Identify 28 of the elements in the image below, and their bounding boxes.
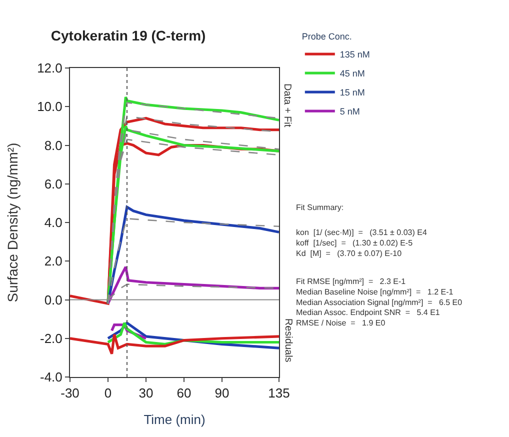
y-axis-title: Surface Density (ng/mm²) bbox=[4, 142, 21, 302]
x-tick-label: 60 bbox=[176, 386, 192, 401]
x-tick-label: 90 bbox=[214, 386, 230, 401]
legend-title: Probe Conc. bbox=[302, 32, 352, 42]
y-tick-label: -4.0 bbox=[40, 370, 62, 385]
x-tick-label: 30 bbox=[138, 386, 154, 401]
text: Data + Fit bbox=[282, 84, 293, 128]
text: Residuals bbox=[282, 318, 294, 362]
x-tick-label: 135 bbox=[268, 386, 290, 401]
legend-label: 45 nM bbox=[340, 68, 365, 79]
legend-label: 135 nM bbox=[340, 50, 370, 60]
y-tick-label: -2.0 bbox=[40, 330, 62, 346]
y-tick-label: 8.0 bbox=[44, 138, 62, 153]
text: Fit RMSE [ng/mm²] = 2.3 E-1 Median Baseline Noise [ng/mm²] = 1.2 E-1 Median Association Signal [ng/mm²] = 6.5 E0 Median Assoc. Endpoint SNR = 5.4 E1 RMSE / Noise = 1.9 E0 bbox=[296, 277, 463, 328]
y-tick-label: 0.0 bbox=[44, 292, 62, 308]
x-axis-title: Time (min) bbox=[144, 412, 206, 428]
y-tick-label: 6.0 bbox=[44, 176, 62, 192]
y-tick-label: 10.0 bbox=[37, 99, 62, 114]
legend-label: 15 nM bbox=[340, 88, 365, 98]
y-tick-label: 4.0 bbox=[44, 215, 62, 230]
y-tick-label: 12.0 bbox=[37, 60, 62, 76]
legend-label: 5 nM bbox=[340, 106, 360, 117]
text: Fit Summary: bbox=[296, 203, 344, 212]
x-tick-label: 0 bbox=[104, 386, 112, 401]
y-tick-label: 2.0 bbox=[44, 254, 62, 269]
chart-title: Cytokeratin 19 (C-term) bbox=[50, 27, 206, 44]
x-tick-label: -30 bbox=[60, 386, 80, 401]
text: kon [1/ (sec·M)] = (3.51 ± 0.03) E4 koff [1/sec] = (1.30 ± 0.02) E-5 Kd [M] = (3.70 ± 0.07) E-10 bbox=[296, 228, 428, 258]
